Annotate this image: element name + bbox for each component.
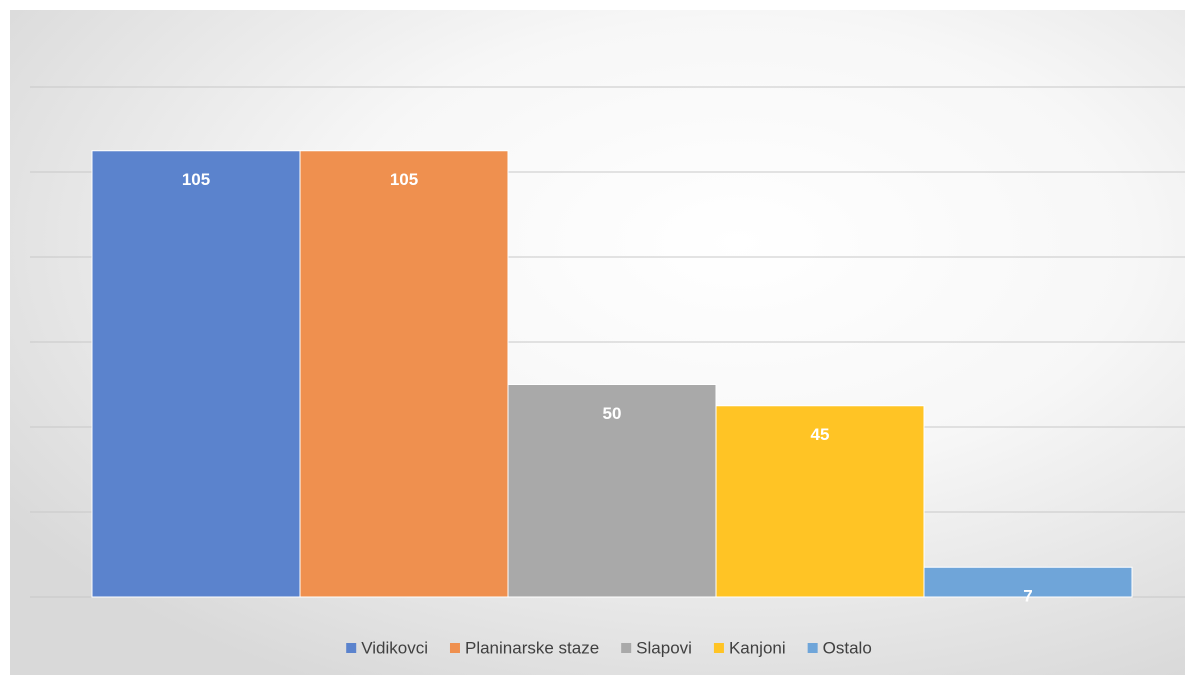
bar	[923, 566, 1133, 598]
legend-label: Ostalo	[823, 638, 872, 657]
legend-label: Kanjoni	[729, 638, 786, 657]
data-label: 105	[182, 170, 210, 189]
bar	[715, 405, 925, 598]
legend-swatch	[449, 643, 460, 653]
bar	[91, 150, 301, 598]
legend-swatch	[807, 643, 818, 653]
legend-swatch	[621, 643, 632, 653]
legend-label: Planinarske staze	[465, 638, 599, 657]
bar	[507, 384, 717, 598]
legend-swatch	[346, 643, 357, 653]
bar	[299, 150, 509, 598]
legend-label: Slapovi	[636, 638, 692, 657]
legend-label: Vidikovci	[361, 638, 428, 657]
data-label: 45	[811, 425, 830, 444]
data-label: 105	[390, 170, 418, 189]
legend-swatch	[713, 643, 724, 653]
data-label: 7	[1023, 587, 1032, 606]
data-label: 50	[603, 404, 622, 423]
